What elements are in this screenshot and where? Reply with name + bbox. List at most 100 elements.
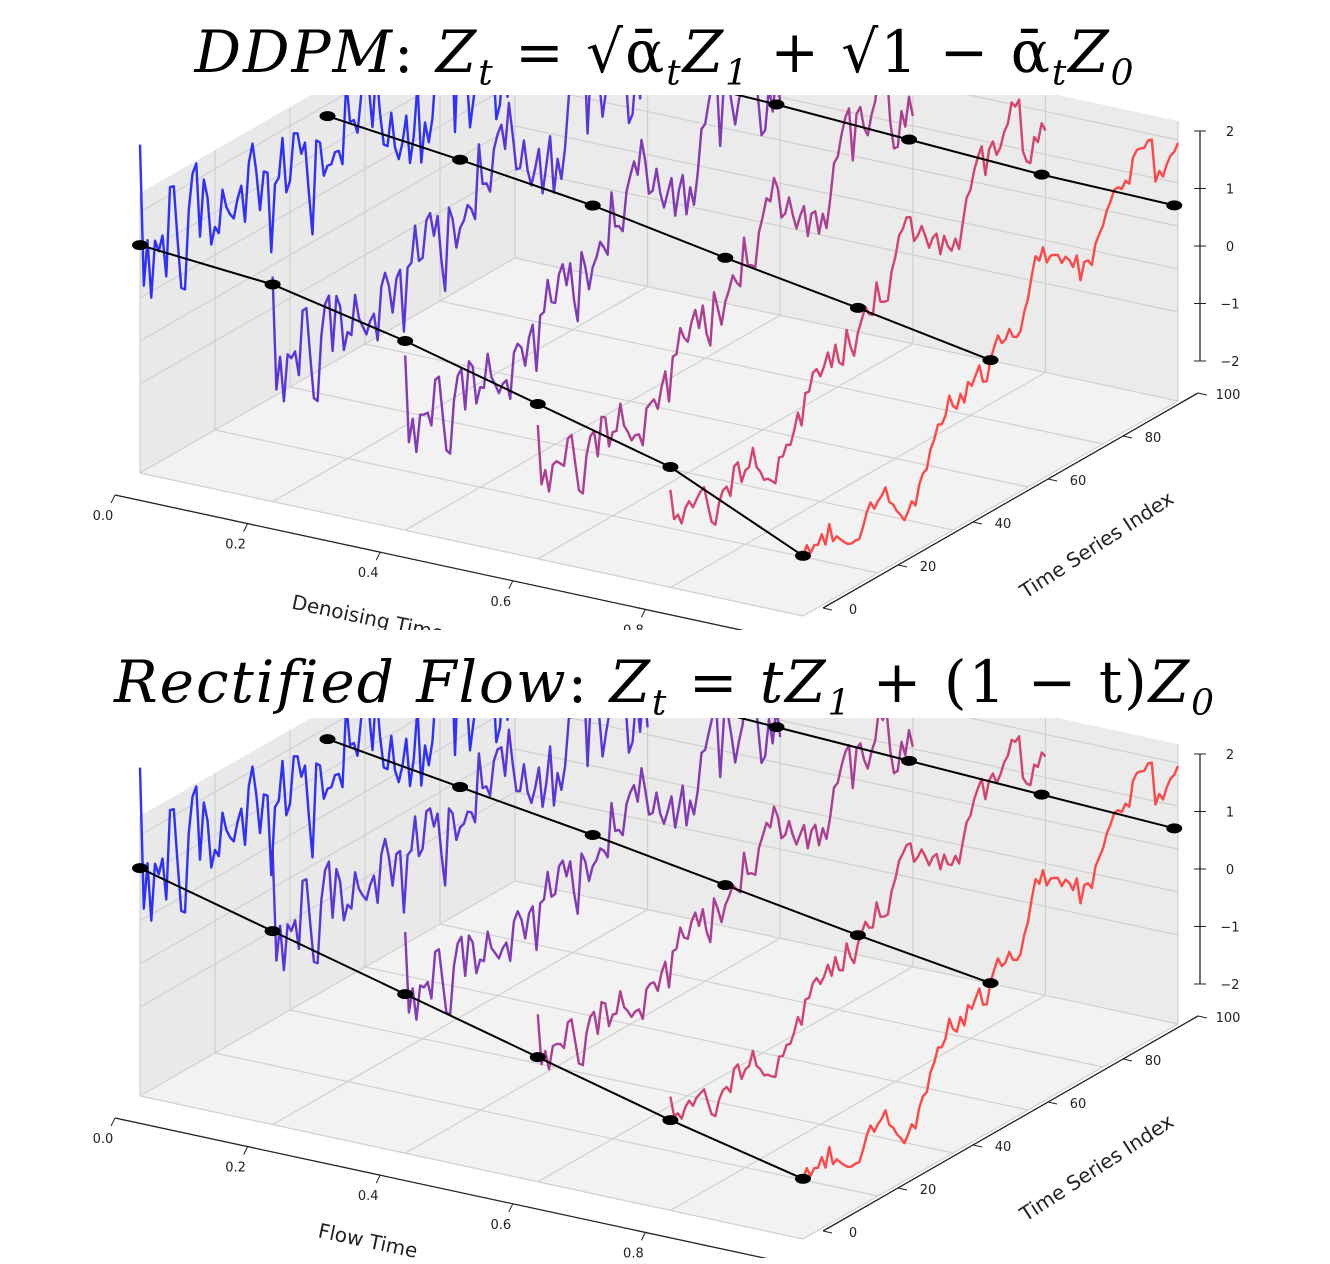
y-tick bbox=[1197, 1015, 1208, 1019]
y-axis-label: Time Series Index bbox=[1015, 1109, 1179, 1227]
trajectory-point bbox=[982, 355, 999, 366]
trajectory-point bbox=[132, 240, 148, 251]
title-rhs-a-sub: 1 bbox=[827, 682, 853, 724]
trajectory-point bbox=[662, 462, 679, 472]
trajectory-point bbox=[397, 336, 414, 346]
y-tick-label: 80 bbox=[1145, 1054, 1162, 1069]
grid-line-t bbox=[802, 1023, 1179, 1240]
grid-line-idx bbox=[364, 966, 1029, 1111]
grid-line-idx bbox=[439, 300, 1104, 445]
grid-line-idx bbox=[289, 386, 954, 531]
y-tick bbox=[1047, 478, 1058, 482]
trajectory-point bbox=[768, 722, 785, 733]
y-tick-label: 0 bbox=[849, 603, 857, 618]
series-line-slice bbox=[536, 718, 914, 1071]
grid-line-z-left bbox=[139, 168, 516, 385]
y-tick bbox=[972, 521, 983, 525]
trajectory-point bbox=[768, 99, 785, 110]
title-rhs-b: Z bbox=[1148, 648, 1192, 716]
grid-line-z-left bbox=[139, 718, 496, 922]
left-pane bbox=[140, 718, 515, 1096]
chart-title-rectified-flow: Rectified Flow: Zt = tZ1 + (1 − t)Z0 bbox=[114, 648, 1216, 724]
trajectory-point bbox=[264, 279, 281, 290]
series-line-slice bbox=[669, 98, 1047, 526]
x-tick-label: 0.4 bbox=[358, 1189, 379, 1204]
x-tick bbox=[110, 1117, 116, 1127]
grid-line-z bbox=[966, 718, 1179, 764]
grid-line-z bbox=[567, 95, 1179, 227]
y-tick bbox=[822, 607, 833, 611]
grid-line-idx bbox=[439, 923, 1104, 1068]
left-pane bbox=[140, 95, 515, 473]
trajectory-point bbox=[1166, 823, 1183, 834]
trajectory-point bbox=[452, 154, 469, 165]
x-axis-line bbox=[114, 494, 744, 630]
y-tick-label: 20 bbox=[920, 560, 937, 575]
x-tick bbox=[640, 609, 646, 618]
grid-line-idx bbox=[139, 1095, 804, 1240]
trajectory-point bbox=[901, 755, 918, 766]
grid-line-idx bbox=[214, 429, 879, 574]
trajectory-point bbox=[264, 926, 281, 937]
grid-line-t bbox=[537, 343, 914, 560]
trajectory-point bbox=[849, 930, 866, 941]
trajectory-point bbox=[849, 302, 866, 313]
title-rhs-a: Z bbox=[682, 18, 726, 86]
x-tick-label: 0.0 bbox=[93, 1132, 114, 1147]
trajectory-point bbox=[529, 399, 546, 409]
trajectory-point bbox=[795, 550, 811, 561]
y-tick bbox=[1122, 435, 1133, 439]
grid-line-z-left bbox=[139, 95, 346, 213]
x-tick-label: 0.8 bbox=[623, 623, 644, 630]
trajectory-point bbox=[662, 1115, 679, 1126]
title-rhs-b-sub: 0 bbox=[1110, 52, 1136, 94]
grid-line-t bbox=[139, 880, 516, 1097]
grid-line-idx bbox=[214, 1052, 879, 1197]
y-axis-line bbox=[822, 1015, 1199, 1232]
y-tick-label: 80 bbox=[1145, 431, 1162, 446]
grid-line-t bbox=[404, 314, 781, 531]
grid-line-z bbox=[514, 748, 1179, 893]
y-tick bbox=[1122, 1058, 1133, 1062]
x-tick bbox=[243, 1146, 249, 1155]
y-tick-label: 20 bbox=[920, 1183, 937, 1198]
grid-line-t bbox=[670, 994, 1046, 1211]
x-tick-label: 0.2 bbox=[225, 538, 246, 553]
y-tick bbox=[1197, 392, 1208, 396]
grid-line-t bbox=[802, 400, 1179, 617]
x-tick-label: 0.6 bbox=[490, 1218, 511, 1233]
y-tick bbox=[972, 1144, 983, 1148]
grid-line-z-left bbox=[139, 95, 496, 299]
series-line-slice bbox=[669, 735, 1047, 1120]
grid-line-z bbox=[567, 718, 1179, 850]
grid-line-idx bbox=[364, 343, 1029, 488]
grid-line-t bbox=[670, 371, 1046, 588]
title-rhs-b: Z bbox=[1068, 18, 1111, 86]
x-tick bbox=[243, 523, 249, 532]
title-coef-b: √1 − ᾱt bbox=[841, 18, 1069, 94]
trajectory-point bbox=[319, 111, 336, 122]
x-tick bbox=[110, 494, 116, 504]
x-axis-line bbox=[114, 1117, 768, 1258]
grid-line-z bbox=[767, 718, 1179, 807]
y-tick bbox=[1047, 1101, 1058, 1105]
trajectory-line bbox=[734, 95, 1175, 207]
grid-line-z bbox=[966, 95, 1179, 141]
z-tick-label: 2 bbox=[1226, 125, 1234, 140]
z-tick-label: −1 bbox=[1220, 298, 1239, 313]
title-coef-b: (1 − t) bbox=[943, 648, 1149, 716]
series-line-slice bbox=[404, 95, 782, 455]
series-line-slice bbox=[138, 95, 509, 299]
z-tick-label: −2 bbox=[1220, 978, 1239, 993]
trajectory-point bbox=[397, 989, 414, 1000]
z-tick-label: −1 bbox=[1220, 921, 1239, 936]
x-tick-label: 0.8 bbox=[623, 1246, 644, 1258]
z-tick-label: 1 bbox=[1226, 183, 1234, 198]
back-pane bbox=[515, 95, 1178, 401]
y-tick-label: 40 bbox=[995, 1140, 1012, 1155]
series-line-slice bbox=[138, 718, 509, 922]
x-tick-label: 0.2 bbox=[225, 1161, 246, 1176]
y-tick bbox=[897, 1187, 908, 1191]
grid-line-z-left bbox=[139, 791, 516, 1008]
z-tick-label: 0 bbox=[1226, 863, 1234, 878]
